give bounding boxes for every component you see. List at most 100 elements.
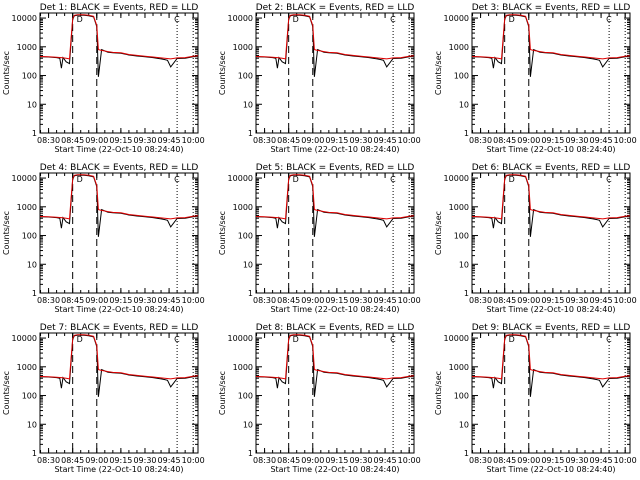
x-axis-label: Start Time (22-Oct-10 08:24:40) [270, 305, 399, 314]
x-tick-label: 09:45 [590, 136, 613, 145]
x-tick-label: 08:45 [61, 456, 84, 465]
series-line-events [40, 334, 198, 397]
panel-title: Det 8: BLACK = Events, RED = LLD [256, 323, 415, 333]
x-axis-label: Start Time (22-Oct-10 08:24:40) [54, 305, 183, 314]
y-tick-label: 10 [459, 100, 469, 109]
y-tick-label: 10000 [228, 334, 253, 343]
panel-det-8: Det 8: BLACK = Events, RED = LLD 1 10 100 10… [218, 323, 421, 474]
x-tick-label: 08:45 [61, 296, 84, 305]
y-tick-label: 1000 [233, 203, 253, 212]
panel-marker: D [293, 175, 299, 184]
series-line-lld [40, 14, 198, 60]
x-tick-label: 09:30 [133, 136, 156, 145]
panel-det-5: Det 5: BLACK = Events, RED = LLD 1 10 100 10… [218, 163, 421, 314]
panel-marker: D [77, 335, 83, 344]
plot-frame [39, 332, 199, 454]
x-tick-label: 10:00 [182, 136, 205, 145]
series-line-events [40, 14, 198, 77]
panel-title: Det 4: BLACK = Events, RED = LLD [40, 163, 199, 173]
x-tick-label: 09:00 [85, 296, 108, 305]
x-tick-label: 09:00 [301, 296, 324, 305]
x-tick-label: 09:45 [374, 456, 397, 465]
y-tick-label: 10 [243, 420, 253, 429]
x-tick-label: 09:30 [565, 296, 588, 305]
x-tick-label: 08:30 [253, 296, 276, 305]
x-axis-label: Start Time (22-Oct-10 08:24:40) [54, 465, 183, 474]
x-tick-label: 09:15 [325, 296, 348, 305]
x-axis-label: Start Time (22-Oct-10 08:24:40) [486, 305, 615, 314]
y-tick-label: 10 [243, 100, 253, 109]
series-line-lld [472, 14, 630, 60]
series-line-events [256, 14, 414, 77]
y-tick-label: 10000 [444, 174, 469, 183]
series-line-lld [256, 14, 414, 60]
y-axis-label: Counts/sec [434, 51, 443, 95]
panel-marker: C [174, 15, 180, 24]
panel-marker: D [509, 175, 515, 184]
y-tick-label: 100 [238, 232, 253, 241]
x-tick-label: 09:45 [158, 296, 181, 305]
x-tick-label: 09:00 [517, 296, 540, 305]
x-tick-label: 10:00 [398, 136, 421, 145]
x-tick-label: 09:15 [109, 136, 132, 145]
plot-frame [471, 332, 631, 454]
y-tick-label: 100 [454, 392, 469, 401]
y-tick-label: 10 [243, 260, 253, 269]
y-tick-label: 10 [27, 420, 37, 429]
panel-marker: C [390, 175, 396, 184]
panel-marker: C [390, 335, 396, 344]
x-tick-label: 08:30 [253, 136, 276, 145]
y-axis-label: Counts/sec [2, 51, 11, 95]
y-tick-label: 1000 [17, 363, 37, 372]
x-tick-label: 08:30 [37, 296, 60, 305]
x-tick-label: 08:30 [469, 136, 492, 145]
x-tick-label: 10:00 [614, 296, 637, 305]
panel-marker: D [509, 15, 515, 24]
y-tick-label: 1 [248, 449, 253, 458]
y-tick-label: 1 [464, 129, 469, 138]
series-line-lld [40, 334, 198, 380]
y-tick-label: 1000 [17, 203, 37, 212]
x-tick-label: 09:15 [541, 136, 564, 145]
y-tick-label: 10 [27, 260, 37, 269]
x-tick-label: 09:15 [325, 456, 348, 465]
series-line-events [40, 174, 198, 237]
y-tick-label: 1000 [449, 363, 469, 372]
x-axis-label: Start Time (22-Oct-10 08:24:40) [486, 145, 615, 154]
panel-title: Det 6: BLACK = Events, RED = LLD [472, 163, 631, 173]
panel-det-3: Det 3: BLACK = Events, RED = LLD 1 10 100 10… [434, 3, 637, 154]
panel-marker: C [174, 175, 180, 184]
panel-det-2: Det 2: BLACK = Events, RED = LLD 1 10 100 10… [218, 3, 421, 154]
y-tick-label: 1000 [449, 43, 469, 52]
y-tick-label: 10 [459, 260, 469, 269]
panel-marker: C [606, 175, 612, 184]
y-tick-label: 1000 [449, 203, 469, 212]
x-axis-label: Start Time (22-Oct-10 08:24:40) [486, 465, 615, 474]
y-tick-label: 10000 [228, 14, 253, 23]
panel-det-9: Det 9: BLACK = Events, RED = LLD 1 10 100 10… [434, 323, 637, 474]
x-tick-label: 08:30 [37, 136, 60, 145]
y-tick-label: 1000 [233, 363, 253, 372]
y-tick-label: 1 [32, 129, 37, 138]
plot-frame [39, 12, 199, 134]
x-tick-label: 09:00 [517, 136, 540, 145]
x-tick-label: 08:45 [493, 456, 516, 465]
y-tick-label: 1 [32, 289, 37, 298]
y-tick-label: 100 [22, 392, 37, 401]
panel-det-1: Det 1: BLACK = Events, RED = LLD 1 10 100 10… [2, 3, 205, 154]
y-axis-label: Counts/sec [218, 51, 227, 95]
plot-frame [471, 12, 631, 134]
series-line-events [472, 174, 630, 237]
plot-frame [255, 172, 415, 294]
x-tick-label: 08:45 [277, 136, 300, 145]
panel-title: Det 9: BLACK = Events, RED = LLD [472, 323, 631, 333]
x-tick-label: 09:45 [590, 296, 613, 305]
y-tick-label: 1 [464, 289, 469, 298]
y-axis-label: Counts/sec [2, 211, 11, 255]
panel-marker: D [509, 335, 515, 344]
y-tick-label: 10000 [12, 14, 37, 23]
x-axis-label: Start Time (22-Oct-10 08:24:40) [270, 145, 399, 154]
x-tick-label: 09:45 [158, 136, 181, 145]
y-tick-label: 100 [238, 72, 253, 81]
